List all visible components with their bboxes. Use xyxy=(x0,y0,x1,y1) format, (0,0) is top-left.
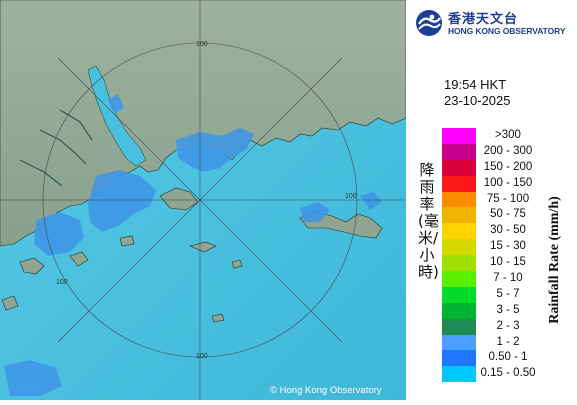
legend-item: 1 - 2 xyxy=(442,334,572,351)
legend-label: 10 - 15 xyxy=(490,256,526,269)
legend-label: 15 - 30 xyxy=(490,240,526,253)
legend-swatch xyxy=(442,286,476,303)
range-rings xyxy=(0,0,406,400)
legend-item: 30 - 50 xyxy=(442,223,572,240)
legend-title-cn: 降雨率(毫米/小時) xyxy=(418,161,439,281)
estuary-channel xyxy=(87,65,147,167)
legend-swatch xyxy=(442,366,476,383)
legend-item: 100 - 150 xyxy=(442,175,572,192)
copyright-text: © Hong Kong Observatory xyxy=(270,385,382,396)
legend-label: 7 - 10 xyxy=(493,272,523,285)
legend-item: 0.15 - 0.50 xyxy=(442,366,572,383)
legend-swatch xyxy=(442,175,476,192)
legend-label: 30 - 50 xyxy=(490,224,526,237)
legend-swatch xyxy=(442,223,476,240)
legend-swatch xyxy=(442,207,476,224)
ring-label-east: 100 xyxy=(345,193,357,200)
legend-title-en: Rainfall Rate (mm/h) xyxy=(547,196,562,324)
legend-label: >300 xyxy=(495,129,521,141)
org-name-cn: 香港天文台 xyxy=(448,12,519,27)
legend-label: 0.50 - 1 xyxy=(488,351,528,364)
legend-label: 200 - 300 xyxy=(483,144,533,157)
legend-item: 150 - 200 xyxy=(442,159,572,176)
legend-label: 0.15 - 0.50 xyxy=(480,367,536,380)
radar-map[interactable]: 100 100 100 100 © Hong Kong Observatory xyxy=(0,0,407,400)
legend-swatch xyxy=(442,302,476,319)
legend-item: 50 - 75 xyxy=(442,207,572,224)
legend-swatch xyxy=(442,191,476,208)
observation-date: 23-10-2025 xyxy=(444,93,511,108)
legend-item: 15 - 30 xyxy=(442,239,572,256)
legend-swatch xyxy=(442,239,476,256)
legend-label: 150 - 200 xyxy=(483,160,533,173)
legend-label: 75 - 100 xyxy=(486,192,530,205)
observation-time: 19:54 HKT xyxy=(444,77,507,92)
legend-swatch xyxy=(442,255,476,272)
legend-swatch xyxy=(442,350,476,367)
legend-label: 2 - 3 xyxy=(496,319,520,332)
legend-item: 2 - 3 xyxy=(442,318,572,335)
legend-label: 1 - 2 xyxy=(496,335,520,348)
legend-swatch xyxy=(442,159,476,176)
rainfall-legend: >300 200 - 300 150 - 200 100 - 150 75 - 100 5… xyxy=(442,128,572,383)
org-name-en: HONG KONG OBSERVATORY xyxy=(448,26,566,36)
legend-label: 5 - 7 xyxy=(496,287,520,300)
legend-panel: 香港天文台 HONG KONG OBSERVATORY 19:54 HKT 23… xyxy=(406,0,577,400)
legend-swatch xyxy=(442,143,476,160)
ring-label-north: 100 xyxy=(196,41,208,48)
observatory-logo-icon xyxy=(416,10,442,36)
legend-label: 100 - 150 xyxy=(483,176,533,189)
ring-label-south: 100 xyxy=(196,353,208,360)
legend-item: 3 - 5 xyxy=(442,302,572,319)
radar-map-canvas: 100 100 100 100 xyxy=(0,0,407,400)
ring-label-southwest: 100 xyxy=(56,279,68,286)
legend-swatch xyxy=(442,128,476,144)
legend-item: 0.50 - 1 xyxy=(442,350,572,367)
legend-item: 10 - 15 xyxy=(442,255,572,272)
legend-item: 5 - 7 xyxy=(442,286,572,303)
legend-item: 200 - 300 xyxy=(442,143,572,160)
legend-swatch xyxy=(442,318,476,335)
legend-swatch xyxy=(442,271,476,287)
legend-item: 7 - 10 xyxy=(442,271,572,287)
legend-item: >300 xyxy=(442,128,572,144)
legend-label: 50 - 75 xyxy=(490,208,526,221)
legend-swatch xyxy=(442,334,476,351)
legend-label: 3 - 5 xyxy=(496,303,520,316)
rain-echoes xyxy=(4,94,382,396)
river-channel xyxy=(19,109,93,187)
small-islands xyxy=(119,235,243,323)
legend-item: 75 - 100 xyxy=(442,191,572,208)
southwest-islands xyxy=(1,251,89,311)
